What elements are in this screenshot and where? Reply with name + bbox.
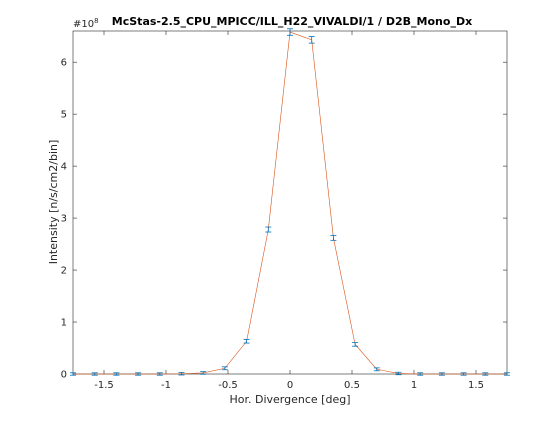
data-point: [178, 372, 185, 376]
data-point: [417, 372, 424, 376]
x-tick-label: 0: [287, 380, 293, 391]
y-axis-exponent: #108: [73, 17, 99, 30]
x-tick-label: 1.5: [468, 380, 484, 391]
y-axis-label: Intensity [n/s/cm2/bin]: [47, 140, 60, 265]
y-ticks: 0 1 2 3 4 5 6: [61, 58, 507, 381]
y-tick-label: 3: [61, 214, 67, 225]
data-point: [70, 372, 76, 376]
data-point: [243, 339, 250, 344]
data-point: [156, 372, 163, 376]
x-tick-label: 0.5: [344, 380, 360, 391]
x-ticks: -1.5 -1 -0.5 0 0.5 1 1.5: [94, 31, 484, 391]
data-point: [330, 234, 337, 241]
data-point: [308, 36, 315, 44]
x-tick-label: -0.5: [218, 380, 238, 391]
y-tick-label: 0: [61, 370, 67, 381]
data-point: [113, 372, 120, 376]
y-tick-label: 5: [61, 110, 67, 121]
data-point: [221, 366, 228, 371]
plot-area: -1.5 -1 -0.5 0 0.5 1 1.5 0 1 2 3 4 5 6: [61, 28, 510, 391]
data-point: [504, 372, 510, 376]
series-layer: [70, 28, 510, 376]
y-tick-label: 2: [61, 266, 67, 277]
data-point: [460, 372, 467, 376]
chart-title: McStas-2.5_CPU_MPICC/ILL_H22_VIVALDI/1 /…: [112, 15, 472, 28]
y-tick-label: 1: [61, 318, 67, 329]
data-point: [373, 367, 380, 372]
data-point: [200, 371, 207, 375]
data-point: [352, 342, 359, 347]
x-axis-label: Hor. Divergence [deg]: [230, 393, 351, 406]
data-point: [265, 226, 272, 233]
y-tick-label: 4: [61, 162, 67, 173]
data-point: [287, 28, 293, 36]
plot-frame: [72, 30, 508, 375]
data-point: [135, 372, 142, 376]
x-tick-label: 1: [411, 380, 417, 391]
y-tick-label: 6: [61, 58, 67, 69]
y-exponent-power: 8: [94, 17, 98, 25]
data-point: [91, 372, 98, 376]
data-point: [438, 372, 445, 376]
y-exponent-base: #10: [73, 19, 94, 30]
x-tick-label: -1.5: [94, 380, 114, 391]
data-point: [482, 372, 489, 376]
x-tick-label: -1: [161, 380, 171, 391]
data-point: [395, 371, 402, 376]
